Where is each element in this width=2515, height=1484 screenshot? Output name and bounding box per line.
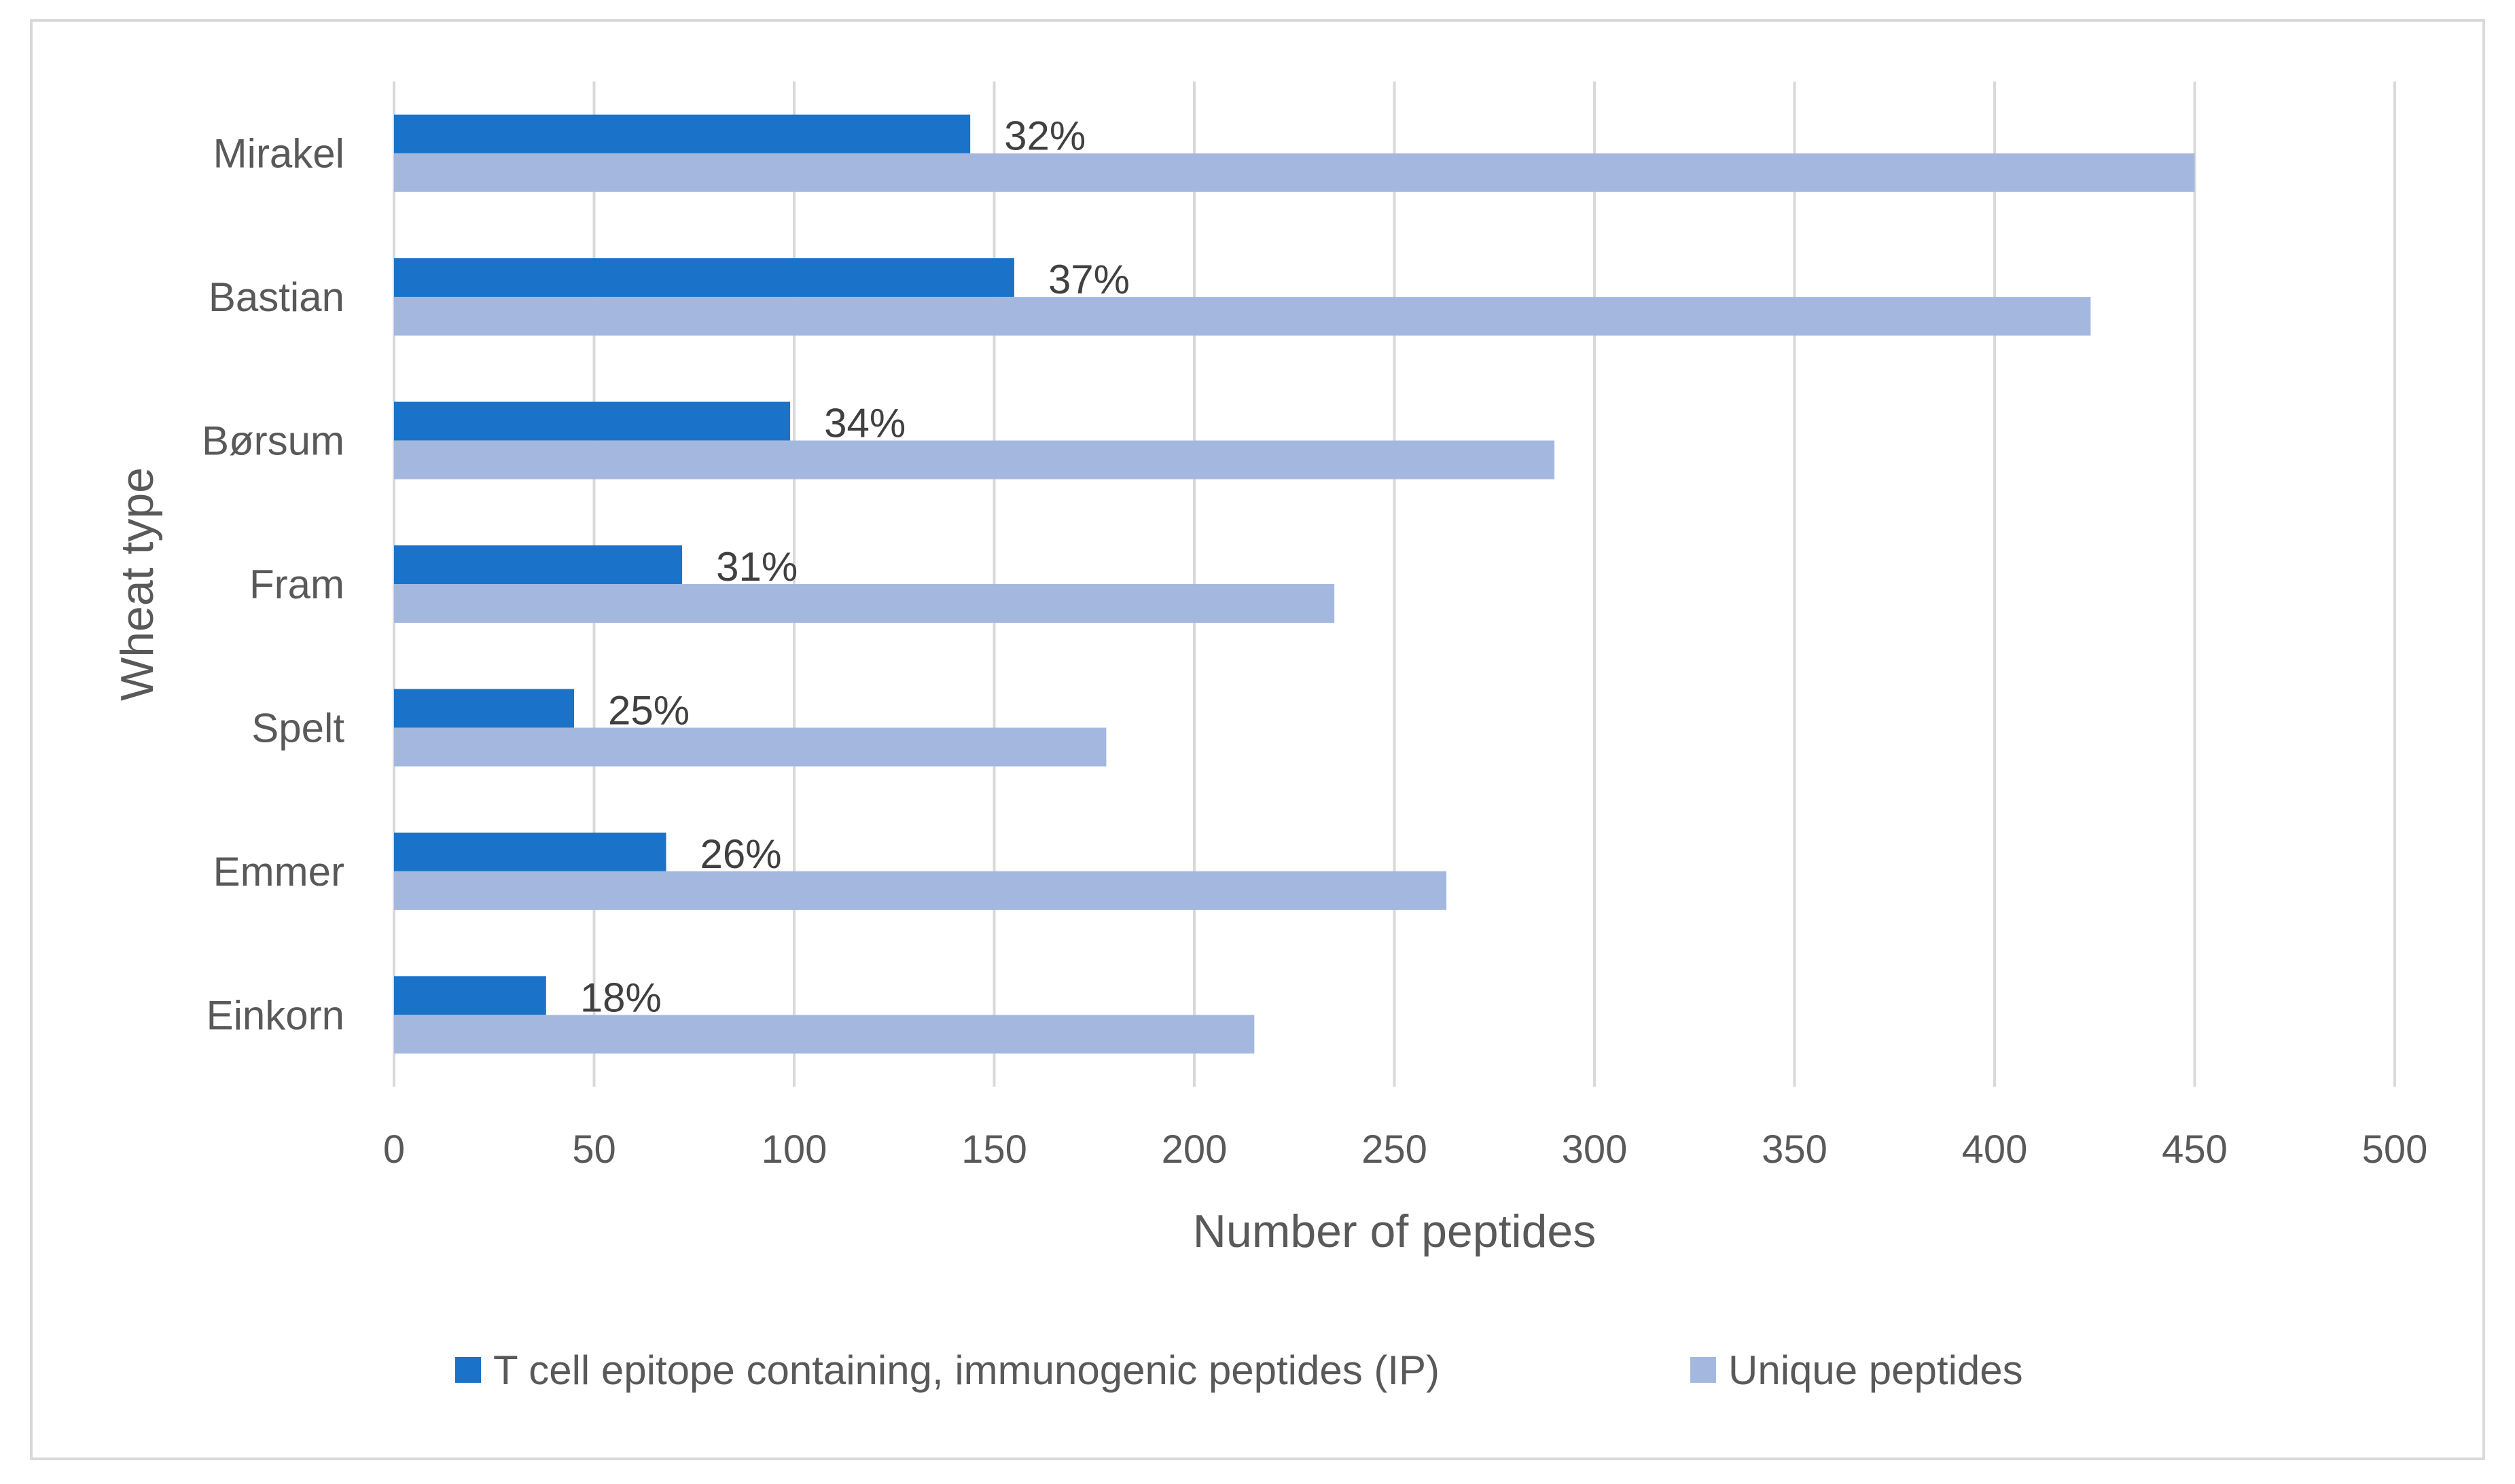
x-tick-label: 300 <box>1562 1127 1628 1172</box>
bar-ip-spelt <box>394 689 575 728</box>
bar-unique-einkorn <box>394 1015 1255 1054</box>
x-tick-label: 500 <box>2362 1127 2428 1172</box>
x-tick-label: 400 <box>1962 1127 2028 1172</box>
y-category-label: Fram <box>249 562 344 607</box>
bar-unique-bastian <box>394 297 2091 336</box>
y-category-label: Mirakel <box>213 131 344 177</box>
x-tick-label: 350 <box>1762 1127 1827 1172</box>
y-category-label: Bastian <box>209 274 344 320</box>
data-label-ip: 32% <box>1004 113 1086 159</box>
y-category-label: Spelt <box>251 705 344 750</box>
bar-unique-emmer <box>394 871 1447 910</box>
data-label-ip: 31% <box>716 544 798 590</box>
x-axis-title: Number of peptides <box>1193 1206 1596 1257</box>
bar-ip-fram <box>394 545 683 584</box>
bar-ip-emmer <box>394 832 666 871</box>
y-category-label: Børsum <box>202 418 344 464</box>
legend-ip-label: T cell epitope containing, immunogenic p… <box>493 1347 1440 1393</box>
bar-ip-mirakel <box>394 114 971 153</box>
x-tick-label: 0 <box>383 1127 405 1172</box>
bar-unique-fram <box>394 584 1335 623</box>
bar-unique-mirakel <box>394 153 2195 192</box>
bar-unique-b-rsum <box>394 440 1555 479</box>
x-tick-label: 200 <box>1162 1127 1228 1172</box>
legend-unique-swatch <box>1690 1357 1716 1383</box>
data-label-ip: 18% <box>580 975 662 1020</box>
data-label-ip: 26% <box>700 831 782 877</box>
x-tick-label: 450 <box>2162 1127 2228 1172</box>
x-tick-label: 150 <box>961 1127 1027 1172</box>
legend-ip-swatch <box>455 1357 481 1383</box>
y-axis-title: Wheat type <box>111 467 163 701</box>
bar-unique-spelt <box>394 727 1107 767</box>
x-tick-label: 50 <box>572 1127 616 1172</box>
bar-ip-b-rsum <box>394 401 791 441</box>
y-category-label: Emmer <box>213 849 344 894</box>
bar-ip-einkorn <box>394 976 546 1015</box>
data-label-ip: 34% <box>824 401 906 446</box>
data-label-ip: 37% <box>1048 257 1130 302</box>
x-tick-label: 100 <box>762 1127 827 1172</box>
data-label-ip: 25% <box>608 687 690 733</box>
bar-ip-bastian <box>394 258 1014 297</box>
y-category-label: Einkorn <box>207 992 344 1038</box>
x-tick-label: 250 <box>1361 1127 1427 1172</box>
legend-unique-label: Unique peptides <box>1728 1347 2023 1393</box>
